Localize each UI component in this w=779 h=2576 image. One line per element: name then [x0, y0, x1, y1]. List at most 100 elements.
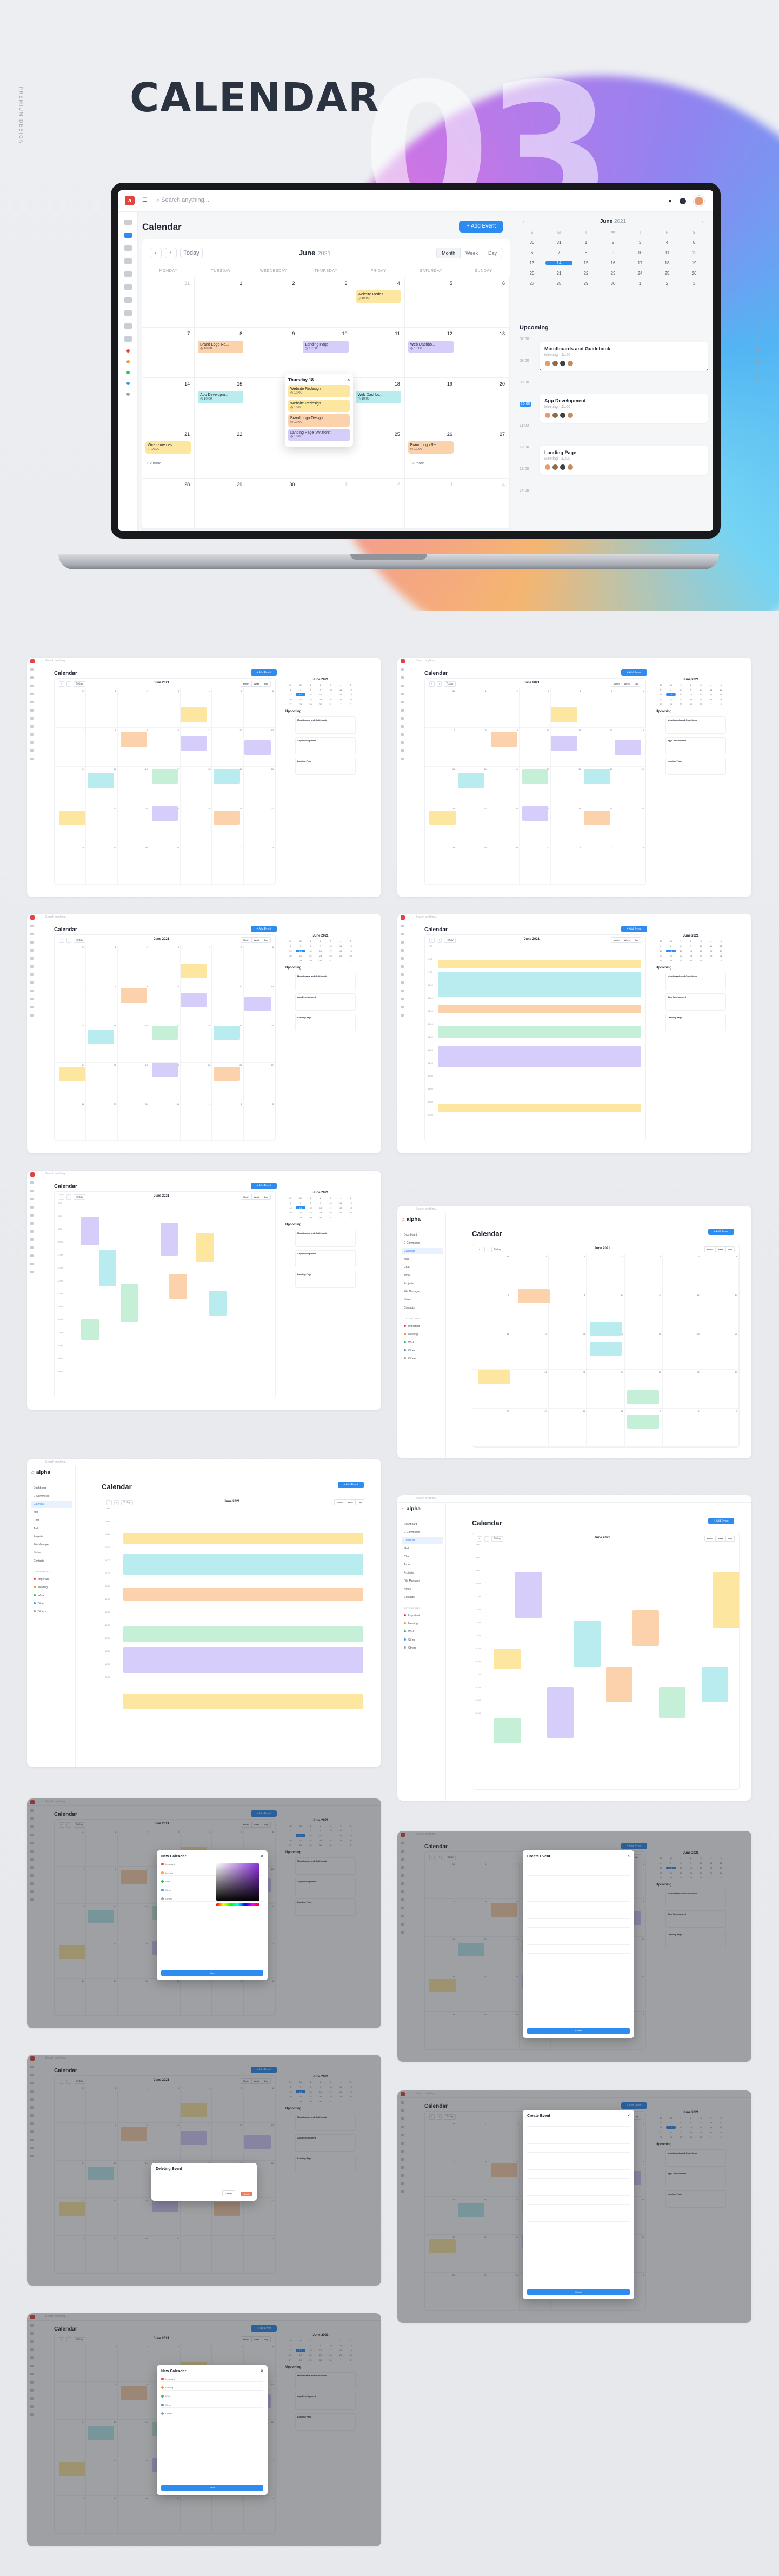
thumb-day-cell[interactable]: 23 [548, 1370, 587, 1409]
thumb-mini-date[interactable]: 2 [350, 959, 351, 962]
thumb-day-cell[interactable]: 12 [212, 727, 244, 767]
thumb-mini-date[interactable]: 5 [350, 1824, 351, 1827]
thumb-mini-date[interactable]: 5 [720, 2116, 722, 2119]
thumb-mini-date[interactable]: 5 [350, 940, 351, 942]
thumb-next[interactable]: › [436, 2114, 442, 2120]
thumb-today[interactable]: Today [444, 681, 456, 687]
thumb-mini-date[interactable]: 22 [309, 2095, 312, 2098]
alpha-nav-item[interactable]: Calendar [402, 1537, 443, 1544]
calendar-row[interactable]: Other [161, 2402, 263, 2408]
thumb-mini-date[interactable]: 6 [290, 2344, 291, 2347]
thumb-mini-date[interactable]: 3 [330, 1824, 331, 1827]
thumb-today[interactable]: Today [74, 1822, 85, 1828]
thumb-day-cell[interactable]: 14 [55, 1904, 86, 1941]
thumb-next[interactable]: › [66, 681, 72, 687]
thumb-day-cell[interactable]: 22 [456, 1974, 488, 2012]
thumb-day-cell[interactable]: 22 [86, 2198, 118, 2236]
thumb-mini-date[interactable]: 14 [295, 950, 306, 952]
thumb-add-button[interactable]: + Add Event [251, 1810, 277, 1817]
form-field[interactable] [527, 2139, 630, 2144]
thumb-day-cell[interactable]: 23 [117, 2198, 149, 2236]
thumb-search[interactable]: Search anything... [416, 1207, 438, 1211]
thumb-view-option[interactable]: Month [613, 939, 620, 941]
mini-date[interactable]: 18 [664, 261, 670, 265]
thumb-event[interactable] [123, 1694, 364, 1709]
thumb-day-cell[interactable]: 7 [425, 1899, 457, 1937]
thumb-day-cell[interactable]: 2 [212, 1979, 244, 2016]
thumb-mini-date[interactable]: 31 [669, 2116, 673, 2119]
day-cell[interactable]: 1 [299, 479, 352, 529]
calendar-row[interactable]: Others [161, 1896, 263, 1902]
thumb-day-cell[interactable]: 9 [488, 1899, 520, 1937]
day-cell[interactable]: 3 [299, 277, 352, 328]
thumb-day-cell[interactable]: 9 [117, 2382, 149, 2420]
thumb-day-cell[interactable]: 30 [117, 1101, 149, 1141]
thumb-mini-date[interactable]: 9 [690, 688, 692, 691]
thumb-nav-icon[interactable] [30, 2332, 34, 2335]
thumb-mini-date[interactable]: 31 [329, 2359, 332, 2361]
thumb-mini-date[interactable]: 2 [720, 703, 722, 706]
thumb-day-cell[interactable]: 31 [55, 945, 86, 984]
thumb-mini-date[interactable]: 15 [309, 2090, 312, 2093]
thumb-mini-date[interactable]: 17 [700, 2126, 702, 2129]
thumb-nav-icon[interactable] [401, 949, 404, 952]
thumb-nav-icon[interactable] [30, 2155, 34, 2157]
thumb-day-cell[interactable]: 31 [149, 845, 181, 885]
thumb-nav-icon[interactable] [30, 668, 34, 671]
thumb-mini-date[interactable]: 1 [310, 2339, 311, 2342]
thumb-nav-icon[interactable] [30, 2356, 34, 2359]
thumb-nav-icon[interactable] [30, 1006, 34, 1008]
alpha-nav-item[interactable]: Notes [404, 1298, 411, 1302]
thumb-view-option[interactable]: Month [243, 2338, 249, 2341]
day-cell[interactable]: 8 Brand Logo Re... ◷ 10:00 [195, 328, 248, 378]
save-button[interactable]: Save [161, 1970, 263, 1976]
alpha-category[interactable]: Work [402, 1629, 443, 1635]
thumb-day-cell[interactable]: 21 [55, 1941, 86, 1979]
thumb-nav-icon[interactable] [30, 1238, 34, 1241]
thumb-mini-date[interactable]: 26 [720, 1871, 722, 1874]
alpha-nav-item[interactable]: Calendar [402, 1248, 443, 1254]
menu-toggle-icon[interactable]: ☰ [142, 197, 147, 203]
thumb-mini-date[interactable]: 31 [669, 683, 673, 686]
thumb-day-cell[interactable]: 19 [582, 767, 614, 806]
thumb-day-cell[interactable]: 28 [425, 845, 457, 885]
thumb-view-option[interactable]: Day [261, 1822, 270, 1827]
thumb-day-cell[interactable]: 5 [212, 945, 244, 984]
thumb-mini-date[interactable]: 12 [720, 688, 722, 691]
thumb-nav-icon[interactable] [30, 676, 34, 679]
thumb-day-cell[interactable]: 26 [212, 1062, 244, 1102]
thumb-day-cell[interactable]: 9 [548, 1292, 587, 1331]
thumb-mini-date[interactable]: 26 [349, 1211, 352, 1214]
thumb-day-cell[interactable]: 30 [117, 2495, 149, 2534]
thumb-mini-date[interactable]: 22 [309, 698, 312, 701]
thumb-day-cell[interactable]: 2 [117, 688, 149, 728]
day-cell[interactable]: 11 [352, 328, 405, 378]
form-field[interactable] [527, 1862, 630, 1867]
thumb-prev[interactable]: ‹ [59, 2079, 64, 2084]
thumb-day-cell[interactable]: 27 [243, 806, 275, 846]
thumb-upcoming-card[interactable]: Moodboards and Guidebook [665, 1890, 726, 1907]
thumb-day-cell[interactable]: 1 [86, 2086, 118, 2123]
thumb-mini-date[interactable]: 25 [709, 2131, 713, 2134]
thumb-event[interactable] [151, 769, 178, 784]
thumb-today[interactable]: Today [491, 1247, 503, 1252]
thumb-mini-date[interactable]: 12 [349, 688, 352, 691]
thumb-mini-date[interactable]: 30 [319, 1844, 322, 1847]
thumb-day-cell[interactable]: 31 [149, 1101, 181, 1141]
nav-icon[interactable] [124, 323, 132, 329]
thumb-event[interactable] [583, 810, 610, 825]
thumb-day-cell[interactable]: 30 [117, 845, 149, 885]
thumb-nav-icon[interactable] [30, 758, 34, 760]
thumb-day-cell[interactable]: 3 [149, 688, 181, 728]
thumb-event[interactable] [550, 736, 577, 751]
thumb-event[interactable] [458, 1942, 485, 1957]
thumb-nav-icon[interactable] [30, 2389, 34, 2392]
thumb-mini-date[interactable]: 30 [289, 2081, 292, 2083]
thumb-day-cell[interactable]: 17 [519, 767, 551, 806]
thumb-day-cell[interactable]: 31 [425, 2121, 457, 2159]
thumb-day-cell[interactable]: 7 [55, 2123, 86, 2161]
alpha-category[interactable]: Other [402, 1637, 443, 1643]
thumb-nav-icon[interactable] [30, 2098, 34, 2101]
thumb-mini-date[interactable]: 2 [690, 683, 692, 686]
thumb-day-cell[interactable]: 18 [181, 767, 212, 806]
